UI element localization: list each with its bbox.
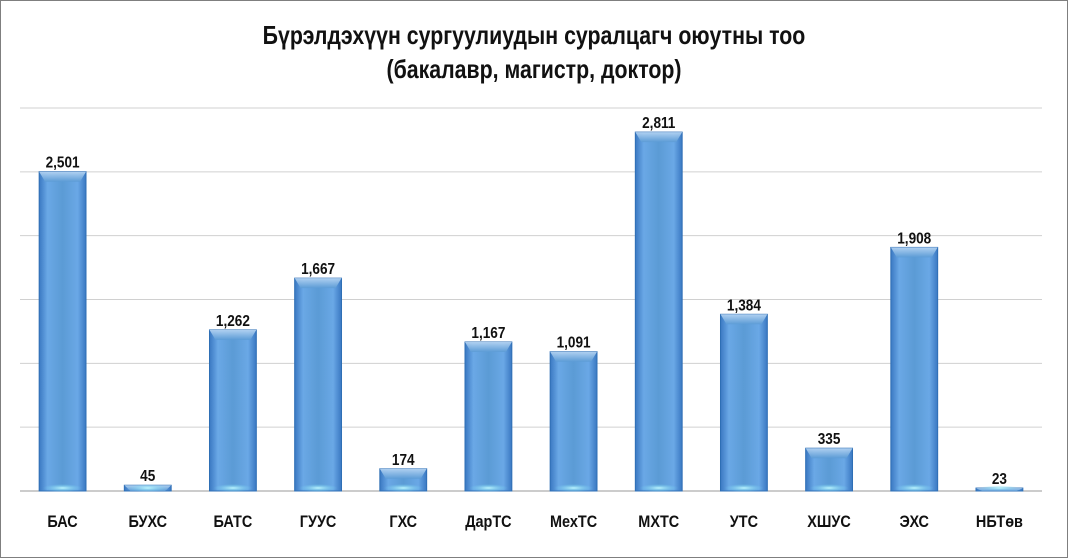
bar-top-bevel [209,329,257,340]
data-label: 1,667 [301,261,335,278]
x-tick-label: МехТС [550,513,597,531]
chart-title-block: Бүрэлдэхүүн сургуулиудын суралцагч оюутн… [96,18,972,86]
bar-base-glow [809,484,849,492]
bar [294,277,343,492]
bar-top-bevel [39,171,87,182]
bar-base-glow [128,484,168,492]
bar-base-glow [979,485,1020,491]
bar-group [38,171,87,492]
bar [890,246,939,492]
x-tick-label: ЭХС [900,513,929,531]
bar-group [379,468,428,492]
data-label: 1,262 [216,313,250,330]
data-label: 45 [140,468,155,485]
bar-group [719,313,768,492]
x-tick-label: БАС [47,513,77,531]
bar-group [123,484,172,492]
bar-top-bevel [550,351,598,362]
bar-top-bevel [720,314,768,325]
bar-base-glow [553,484,594,492]
bar [719,313,768,492]
data-label: 1,908 [897,230,931,247]
x-tick-label: ГХС [389,513,417,531]
bar-top-bevel [294,278,342,289]
bar [634,131,683,492]
data-label: 2,501 [46,155,80,172]
bar-base-glow [42,484,83,492]
chart-subtitle: (бакалавр, магистр, доктор) [386,54,682,84]
bar-base-glow [724,484,764,492]
bar-group [975,485,1024,492]
bar-group [890,246,939,492]
x-tick-label: БАТС [214,513,253,531]
bar-base-glow [298,484,338,492]
bar-base-glow [468,484,509,492]
data-label: 1,167 [471,325,505,342]
bar-group [805,447,854,492]
bar-group [294,277,343,492]
data-label: 174 [392,452,415,469]
x-tick-label: ДарТС [465,513,511,531]
bar [464,341,513,492]
bar-top-bevel [635,132,683,143]
bar-base-glow [639,484,679,492]
bar-top-bevel [464,342,512,353]
data-label: 2,811 [642,115,675,132]
x-tick-label: МХТС [638,513,679,531]
bar [549,351,598,492]
x-tick-label: ХШУС [807,513,851,531]
bar [208,329,257,492]
bar [38,171,87,492]
bar-top-bevel [805,448,853,459]
x-tick-label: НБТөв [976,513,1023,531]
chart-title: Бүрэлдэхүүн сургуулиудын суралцагч оюутн… [262,20,806,50]
bar-group [549,351,598,492]
data-label: 1,384 [727,297,762,314]
bar-group [208,329,257,492]
data-label: 1,091 [557,335,591,352]
bar-top-bevel [379,468,427,479]
data-label: 335 [818,431,841,448]
bar-top-bevel [890,247,938,258]
data-label: 23 [992,471,1007,488]
x-tick-label: БУХС [128,513,167,531]
bar-group [634,131,683,492]
x-tick-label: ГУУС [300,513,337,531]
bar-base-glow [894,484,934,492]
bar-base-glow [383,484,423,492]
bar-base-glow [213,484,253,492]
bar-group [464,341,513,492]
x-tick-label: УТС [730,513,758,531]
